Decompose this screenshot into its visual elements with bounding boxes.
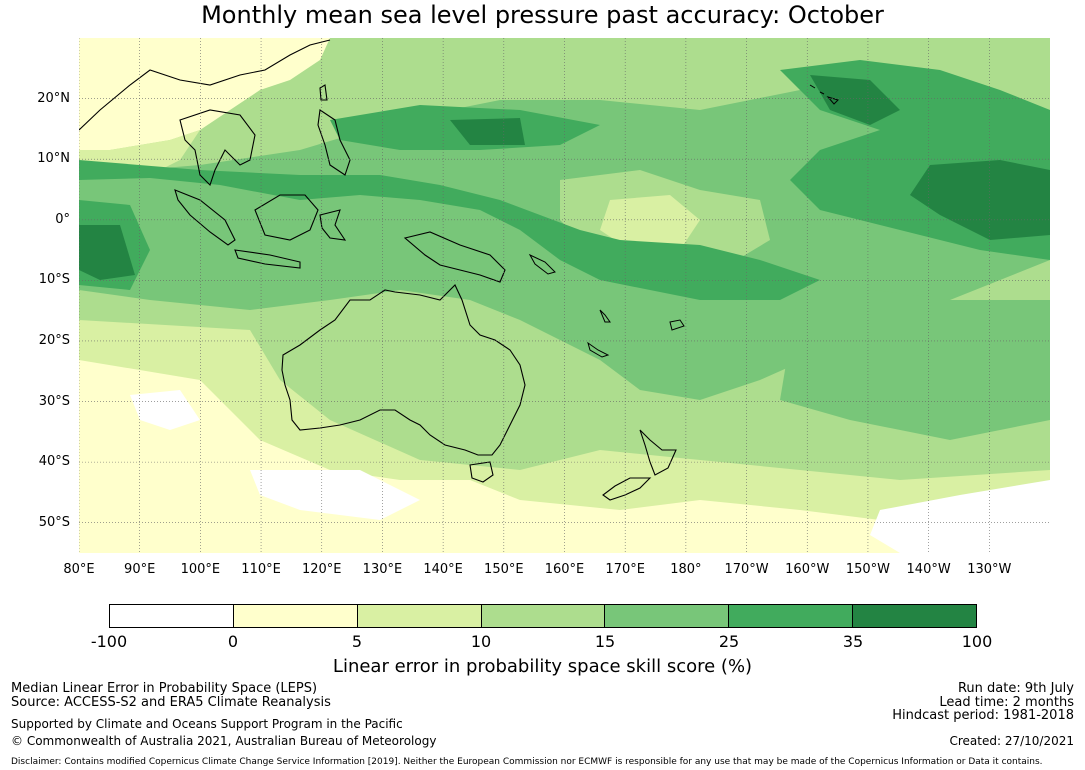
- south-white-indian-2: [250, 470, 420, 520]
- colorbar-tick-label: 35: [842, 632, 864, 651]
- java-outline: [234, 249, 301, 269]
- colorbar-segment: [481, 605, 606, 627]
- new-zealand-south: [602, 477, 652, 501]
- asia-coast-outline: [79, 39, 331, 131]
- lon-label: 150°W: [845, 562, 891, 577]
- lon-label: 110°E: [241, 562, 281, 577]
- footer-hindcast: Hindcast period: 1981-2018: [892, 708, 1074, 723]
- colorbar: [109, 604, 977, 628]
- lat-label: 10°N: [37, 151, 70, 167]
- footer-run-date: Run date: 9th July: [957, 681, 1074, 696]
- fiji: [669, 319, 685, 331]
- lon-label: 160°E: [544, 562, 585, 577]
- lon-label: 170°E: [605, 562, 645, 577]
- lon-label: 130°W: [967, 562, 1012, 577]
- colorbar-label: Linear error in probability space skill …: [332, 656, 753, 677]
- australia-outline: [281, 284, 526, 456]
- equatorial-dark-band: [79, 160, 820, 300]
- darkest-patch-2: [810, 75, 900, 125]
- new-guinea-outline: [403, 231, 506, 283]
- lon-label: 160°W: [785, 562, 830, 577]
- footer-lead-time: Lead time: 2 months: [939, 695, 1074, 710]
- colorbar-segment: [233, 605, 358, 627]
- nw-light-region: [79, 38, 330, 150]
- tasmania-outline: [469, 461, 494, 483]
- colorbar-tick-label: 0: [227, 632, 239, 651]
- map-title: Monthly mean sea level pressure past acc…: [201, 1, 884, 29]
- lat-label: 20°N: [37, 90, 70, 106]
- south-white-pacific: [870, 480, 1050, 553]
- skill-score-map: [79, 38, 1050, 553]
- footer-support: Supported by Climate and Oceans Support …: [11, 717, 403, 731]
- colorbar-segment: [357, 605, 482, 627]
- colorbar-segment: [605, 605, 730, 627]
- sumatra-outline: [174, 189, 236, 246]
- darkest-patch-4: [79, 225, 135, 280]
- south-white-indian: [130, 390, 200, 430]
- lon-label: 140°E: [423, 562, 463, 577]
- lon-label: 140°W: [906, 562, 951, 577]
- colorbar-tick-label: 25: [718, 632, 740, 651]
- new-caledonia: [587, 341, 610, 358]
- footer-disclaimer: Disclaimer: Contains modified Copernicus…: [11, 757, 1043, 767]
- medium-band-east: [780, 280, 1050, 440]
- lon-label: 130°E: [362, 562, 403, 577]
- lon-label: 90°E: [124, 562, 156, 577]
- vanuatu: [599, 309, 611, 323]
- colorbar-tick-label: 100: [961, 632, 993, 651]
- lat-label: 0°: [55, 211, 70, 227]
- colorbar-tick-label: 10: [470, 632, 492, 651]
- colorbar-segment: [110, 605, 234, 627]
- philippines-outline: [317, 109, 351, 176]
- lon-label: 100°E: [180, 562, 221, 577]
- footer-leps: Median Linear Error in Probability Space…: [11, 681, 318, 696]
- solomon-islands: [528, 253, 556, 275]
- lat-label: 40°S: [38, 454, 70, 470]
- colorbar-segment: [729, 605, 854, 627]
- indochina-outline: [179, 109, 256, 187]
- lon-label: 170°W: [724, 562, 769, 577]
- taiwan-outline: [319, 84, 328, 101]
- colorbar-segment: [853, 605, 977, 627]
- lat-label: 50°S: [38, 514, 70, 530]
- colorbar-tick-label: 5: [351, 632, 363, 651]
- new-zealand-north: [639, 429, 677, 476]
- darkest-patch-1: [450, 118, 525, 145]
- footer-created: Created: 27/10/2021: [949, 734, 1074, 748]
- gridlines: [79, 38, 1050, 553]
- lon-label: 120°E: [301, 562, 342, 577]
- footer-source: Source: ACCESS-S2 and ERA5 Climate Reana…: [11, 695, 331, 710]
- lon-label: 180°: [670, 562, 702, 577]
- lon-label: 150°E: [484, 562, 524, 577]
- lat-label: 10°S: [38, 272, 70, 288]
- colorbar-tick-label: 15: [594, 632, 616, 651]
- lat-label: 20°S: [38, 332, 70, 348]
- footer-copyright: © Commonwealth of Australia 2021, Austra…: [11, 734, 437, 748]
- lon-label: 80°E: [63, 562, 95, 577]
- colorbar-tick-label: -100: [90, 632, 128, 651]
- lat-label: 30°S: [38, 393, 70, 409]
